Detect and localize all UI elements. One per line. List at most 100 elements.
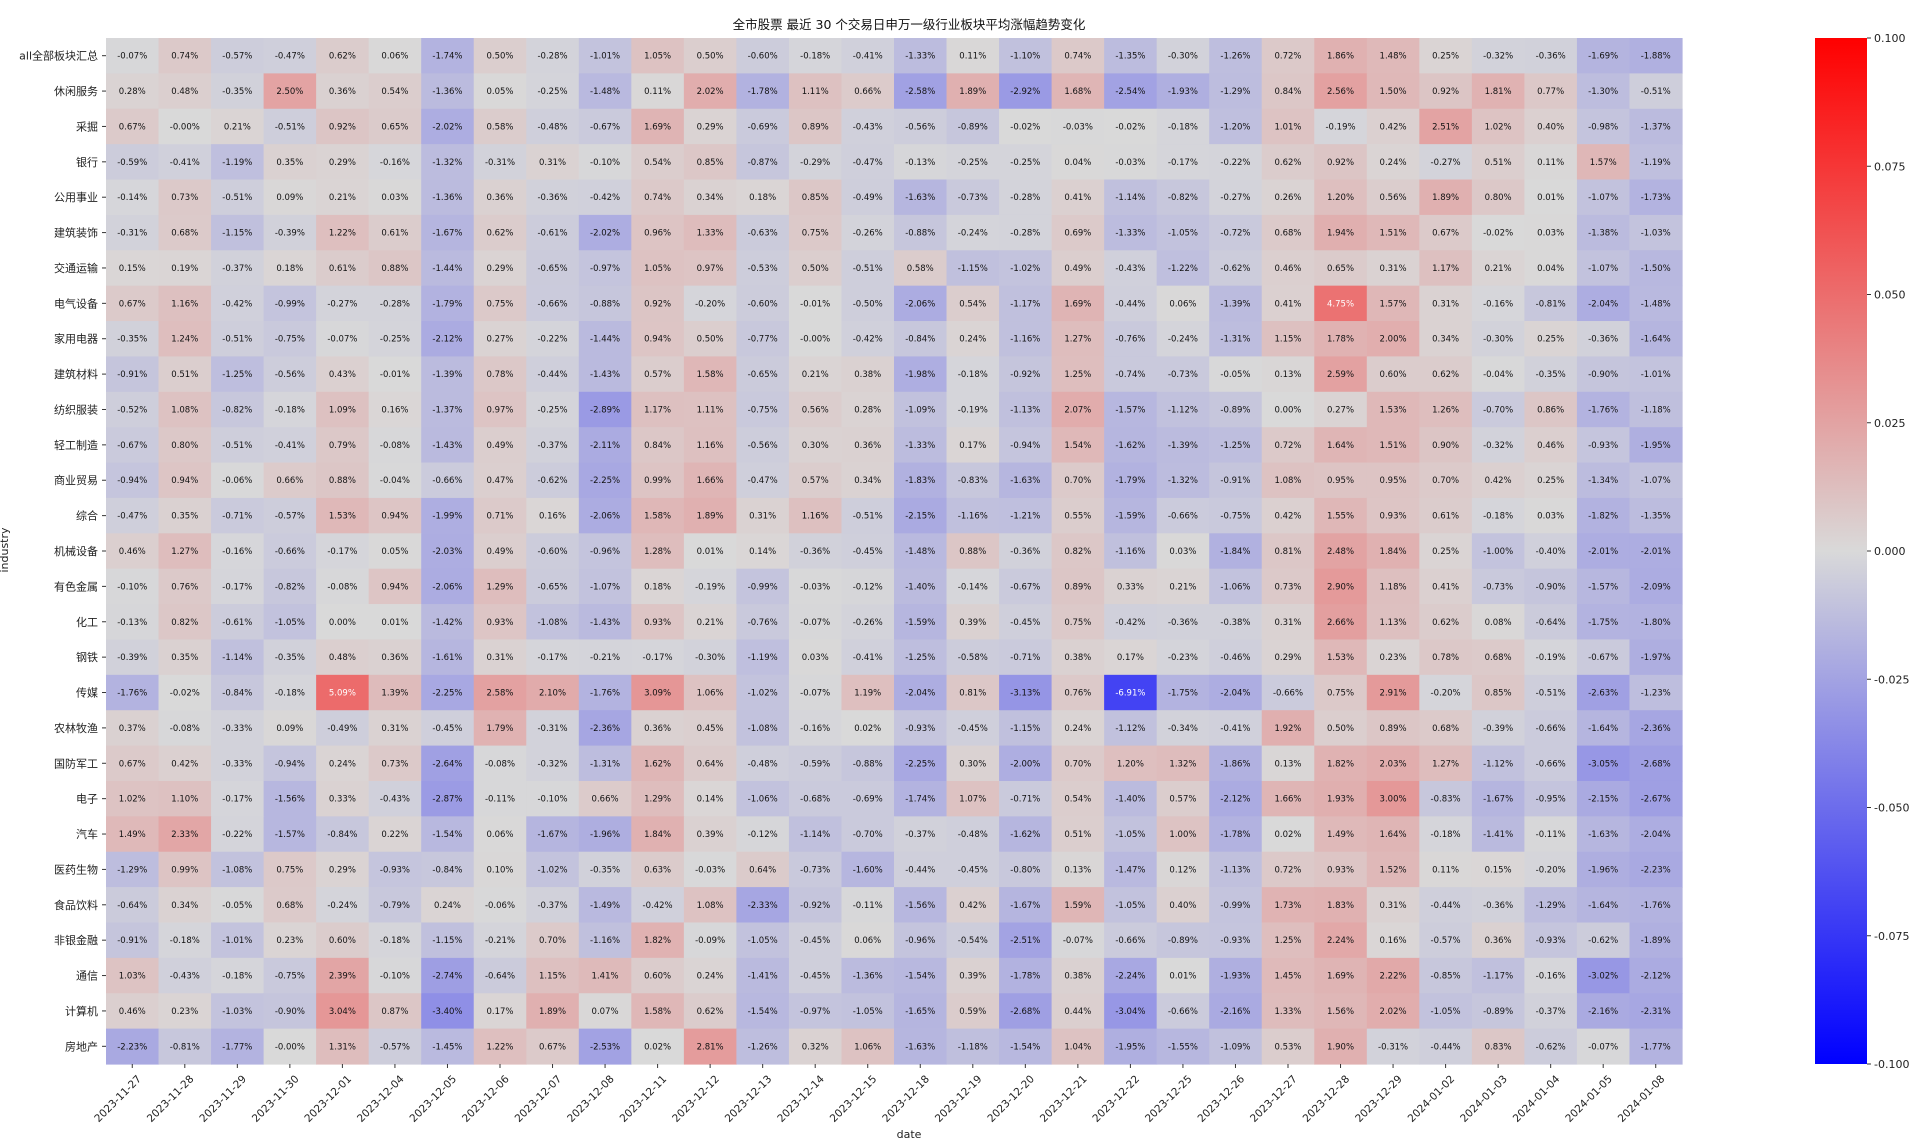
- heatmap-cell: [1471, 250, 1525, 287]
- cell-value-label: 2.66%: [1327, 618, 1354, 628]
- heatmap-cell: [1314, 73, 1368, 110]
- heatmap-cell: [788, 321, 843, 358]
- cell-value-label: -0.32%: [537, 759, 567, 769]
- heatmap-cell: [473, 604, 527, 641]
- heatmap-cell: [1366, 922, 1420, 959]
- heatmap-cell: [368, 780, 422, 817]
- cell-value-label: -1.63%: [1010, 476, 1040, 486]
- heatmap-cell: [316, 391, 370, 428]
- heatmap-cell: [316, 285, 370, 322]
- cell-value-label: -1.29%: [1220, 87, 1250, 97]
- cell-value-label: 1.82%: [644, 936, 671, 946]
- cell-value-label: -1.18%: [1641, 405, 1671, 415]
- heatmap-cell: [1471, 391, 1525, 428]
- cell-value-label: -0.02%: [1010, 122, 1040, 132]
- heatmap-cell: [1104, 356, 1158, 393]
- cell-value-label: 1.00%: [1169, 830, 1196, 840]
- cell-value-label: 0.25%: [1537, 335, 1564, 345]
- heatmap-cell: [1209, 1028, 1263, 1065]
- heatmap-cell: [894, 816, 948, 853]
- row-label: 计算机: [65, 1004, 98, 1018]
- heatmap-cell: [211, 887, 265, 924]
- cell-value-label: 0.41%: [1432, 582, 1459, 592]
- heatmap-cell: [368, 391, 422, 428]
- cell-value-label: 0.68%: [1485, 653, 1512, 663]
- heatmap-cell: [1156, 710, 1210, 747]
- cell-value-label: -0.11%: [485, 795, 515, 805]
- cell-value-label: 2.39%: [329, 972, 356, 982]
- cell-value-label: 1.83%: [1327, 901, 1354, 911]
- heatmap-cell: [683, 285, 737, 322]
- cell-value-label: -1.76%: [1641, 901, 1671, 911]
- cell-value-label: -0.06%: [485, 901, 515, 911]
- heatmap-cell: [1051, 427, 1105, 464]
- heatmap-cell: [158, 887, 212, 924]
- cell-value-label: 0.42%: [171, 759, 198, 769]
- heatmap-cell: [578, 745, 632, 782]
- heatmap-cell: [526, 851, 580, 888]
- cell-value-label: -0.44%: [1431, 1042, 1461, 1052]
- cell-value-label: -0.91%: [117, 370, 147, 380]
- heatmap-cell: [1104, 321, 1158, 358]
- cell-value-label: -1.57%: [1588, 582, 1618, 592]
- cell-value-label: -1.03%: [1641, 229, 1671, 239]
- cell-value-label: -0.45%: [853, 547, 883, 557]
- cell-value-label: -1.41%: [1483, 830, 1513, 840]
- heatmap-cell: [526, 214, 580, 251]
- heatmap-cell: [1209, 745, 1263, 782]
- cell-value-label: -3.02%: [1588, 972, 1618, 982]
- heatmap-cell: [1104, 108, 1158, 145]
- cell-value-label: 0.50%: [802, 264, 829, 274]
- heatmap-cell: [316, 497, 370, 534]
- heatmap-cell: [368, 144, 422, 181]
- heatmap-cell: [526, 38, 580, 74]
- heatmap-cell: [473, 462, 527, 499]
- heatmap-cell: [631, 851, 685, 888]
- cell-value-label: 1.64%: [1380, 830, 1407, 840]
- cell-value-label: -1.96%: [1588, 865, 1618, 875]
- heatmap-cell: [1524, 745, 1578, 782]
- cell-value-label: -1.13%: [1220, 865, 1250, 875]
- cell-value-label: 1.25%: [1064, 370, 1091, 380]
- cell-value-label: -0.51%: [1641, 87, 1671, 97]
- cell-value-label: -1.12%: [1168, 405, 1198, 415]
- heatmap-cell: [316, 356, 370, 393]
- heatmap-cell: [1629, 568, 1683, 605]
- heatmap-cell: [421, 321, 475, 358]
- heatmap-cell: [841, 533, 895, 570]
- heatmap-cell: [1576, 250, 1631, 287]
- heatmap-cell: [1051, 108, 1105, 145]
- cell-value-label: 0.42%: [959, 901, 986, 911]
- cell-value-label: -0.76%: [748, 618, 778, 628]
- row-label: 农林牧渔: [54, 721, 98, 735]
- heatmap-cell: [631, 321, 685, 358]
- heatmap-cell: [1209, 816, 1263, 853]
- cell-value-label: 0.35%: [171, 653, 198, 663]
- heatmap-cell: [1471, 710, 1525, 747]
- cell-value-label: -2.16%: [1220, 1007, 1250, 1017]
- cell-value-label: -2.06%: [905, 299, 935, 309]
- row-label: 电子: [76, 793, 98, 806]
- heatmap-cell: [1104, 214, 1158, 251]
- heatmap-cell: [1366, 497, 1420, 534]
- heatmap-cell: [1524, 391, 1578, 428]
- heatmap-cell: [894, 462, 948, 499]
- cell-value-label: -2.87%: [432, 795, 462, 805]
- heatmap-cell: [1209, 993, 1263, 1030]
- cell-value-label: 0.99%: [171, 865, 198, 875]
- cell-value-label: -0.08%: [485, 759, 515, 769]
- cell-value-label: -1.19%: [1641, 158, 1671, 168]
- heatmap-cell: [578, 710, 632, 747]
- cell-value-label: -0.66%: [1115, 936, 1145, 946]
- heatmap-cell: [1419, 73, 1473, 110]
- heatmap-cell: [578, 250, 632, 287]
- cell-value-label: -0.01%: [800, 299, 830, 309]
- cell-value-label: -2.23%: [117, 1042, 147, 1052]
- heatmap-cell: [1366, 73, 1420, 110]
- cell-value-label: 0.02%: [854, 724, 881, 734]
- heatmap-cell: [158, 993, 212, 1030]
- cell-value-label: -0.95%: [1536, 795, 1566, 805]
- cell-value-label: -0.17%: [327, 547, 357, 557]
- cell-value-label: 3.09%: [644, 689, 671, 699]
- heatmap-cell: [736, 639, 790, 676]
